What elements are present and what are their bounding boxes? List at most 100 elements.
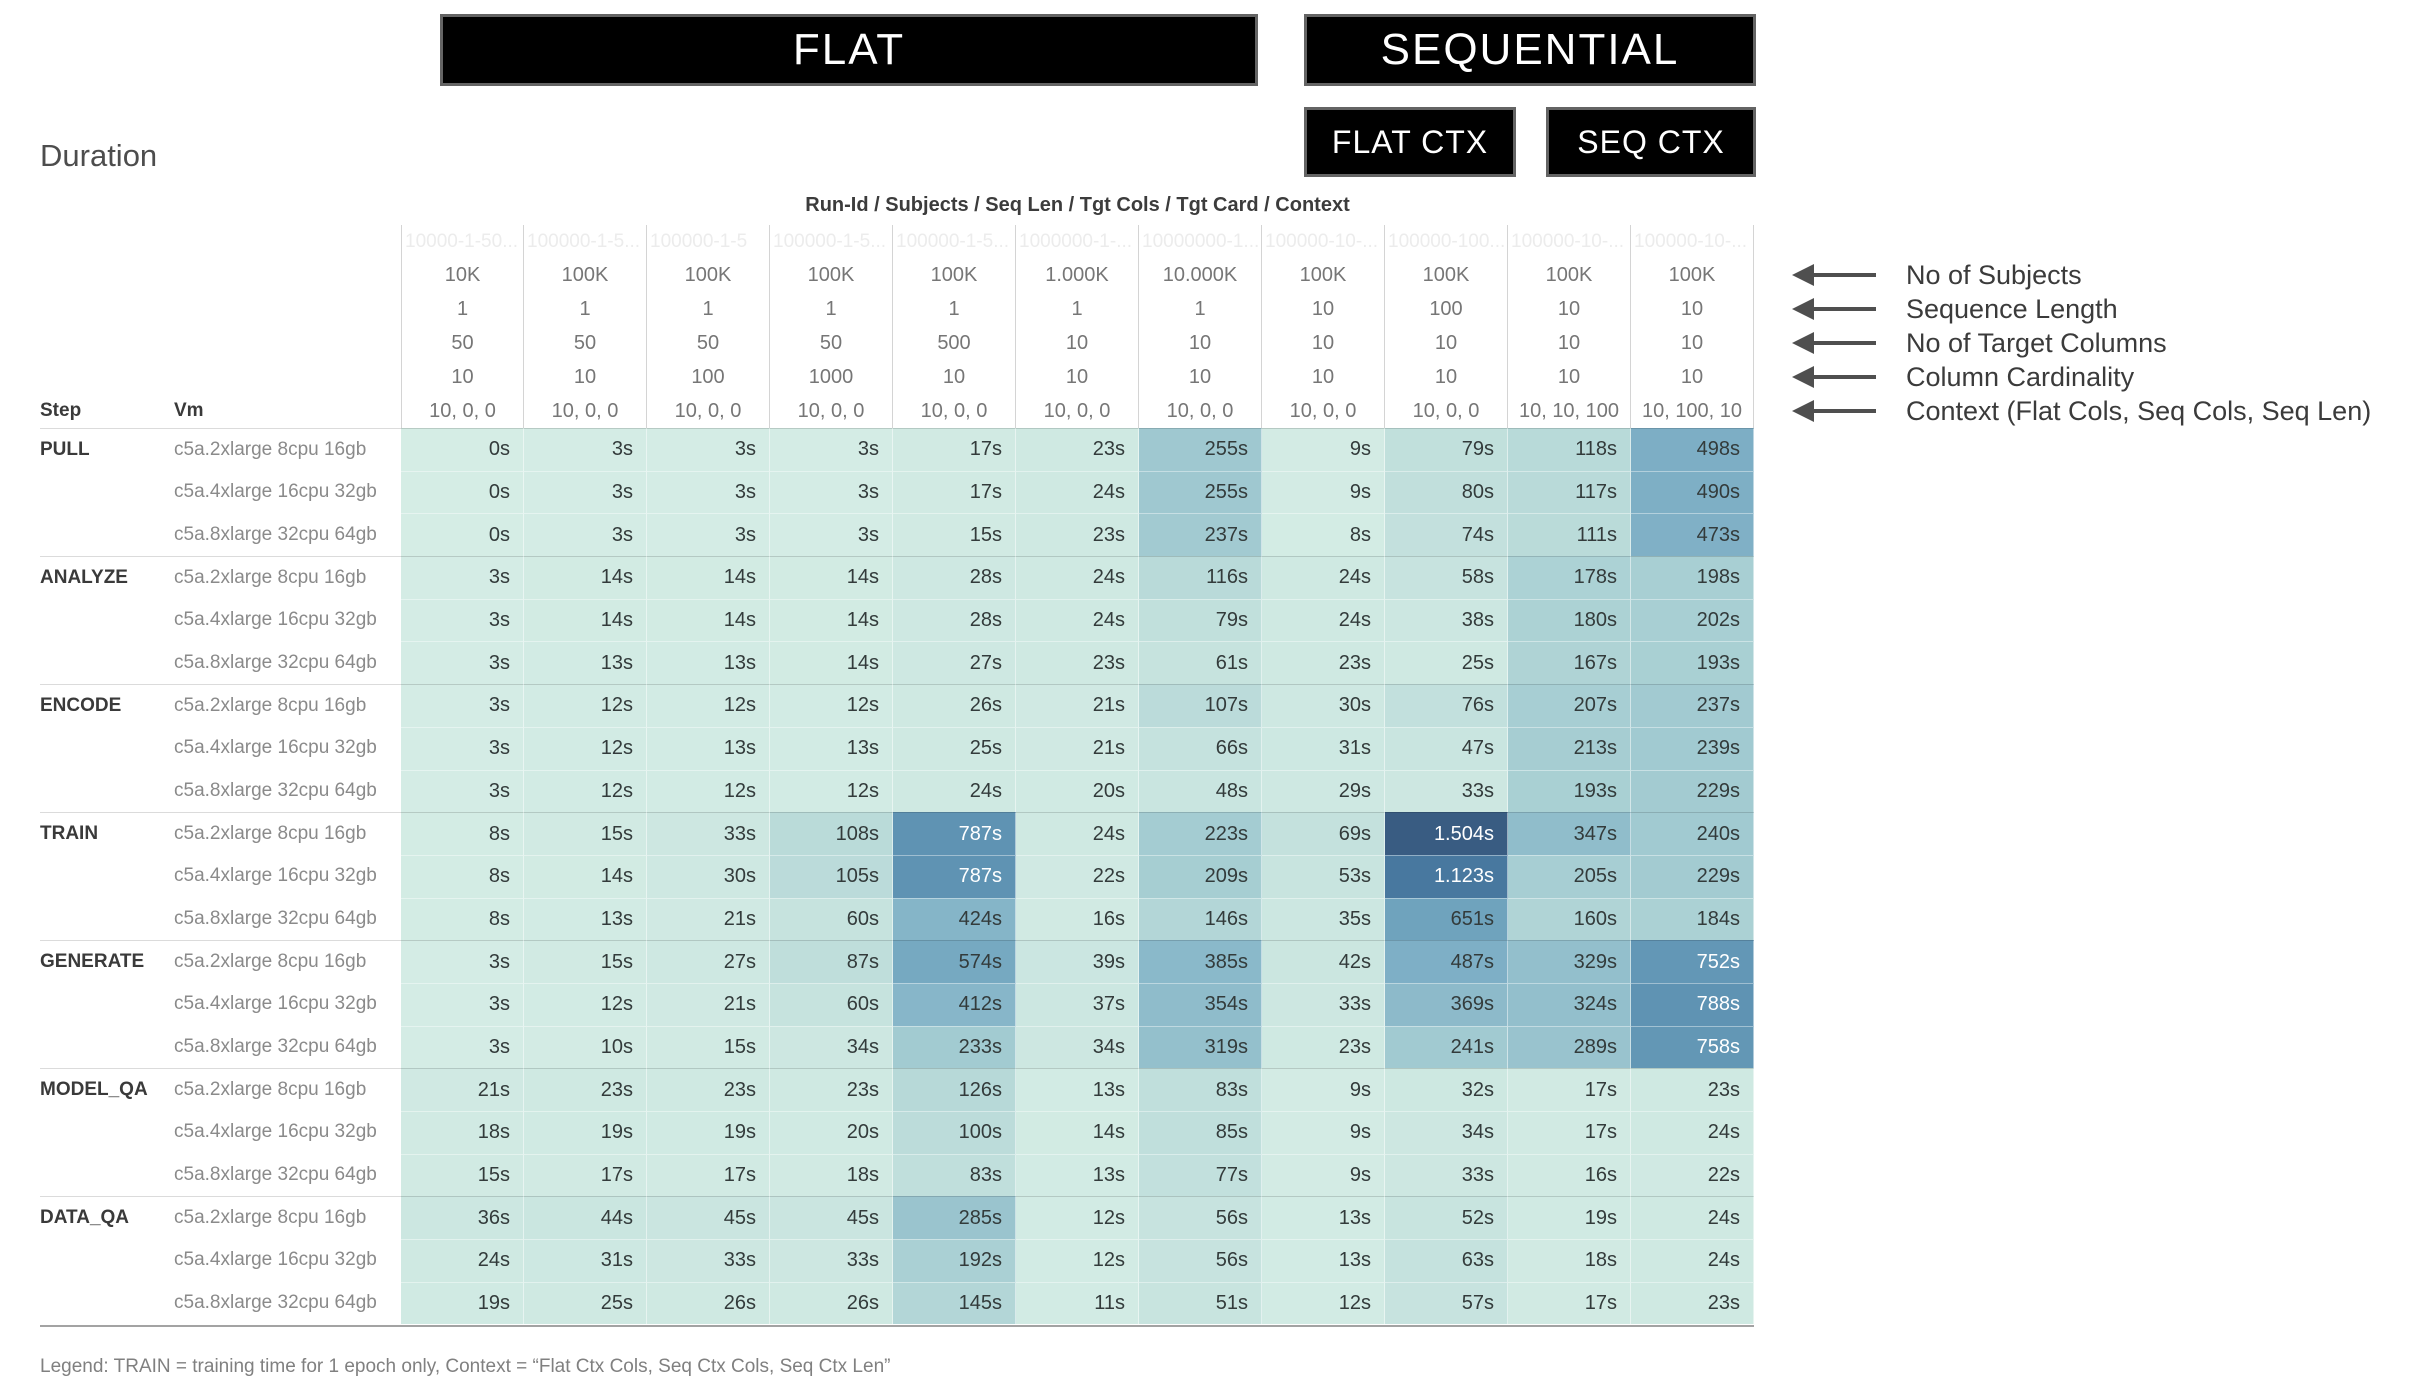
seq-ctx-button[interactable]: SEQ CTX — [1546, 107, 1756, 177]
heat-cell[interactable]: 11s — [1016, 1281, 1139, 1325]
heat-cell[interactable]: 3s — [770, 428, 893, 471]
heat-cell[interactable]: 19s — [401, 1281, 524, 1325]
heat-cell[interactable]: 240s — [1631, 812, 1754, 855]
heat-cell[interactable]: 3s — [524, 428, 647, 471]
heat-cell[interactable]: 3s — [401, 556, 524, 599]
heat-cell[interactable]: 15s — [647, 1025, 770, 1069]
heat-cell[interactable]: 9s — [1262, 470, 1385, 514]
heat-cell[interactable]: 83s — [1139, 1068, 1262, 1111]
heat-cell[interactable]: 42s — [1262, 940, 1385, 983]
heat-cell[interactable]: 255s — [1139, 428, 1262, 471]
heat-cell[interactable]: 14s — [1016, 1111, 1139, 1154]
heat-cell[interactable]: 24s — [1016, 812, 1139, 855]
heat-cell[interactable]: 45s — [770, 1196, 893, 1240]
heat-cell[interactable]: 324s — [1508, 982, 1631, 1026]
heat-cell[interactable]: 12s — [770, 684, 893, 727]
heat-cell[interactable]: 8s — [1262, 513, 1385, 557]
heat-cell[interactable]: 10s — [524, 1025, 647, 1069]
heat-cell[interactable]: 146s — [1139, 897, 1262, 941]
heat-cell[interactable]: 77s — [1139, 1153, 1262, 1197]
heat-cell[interactable]: 79s — [1385, 428, 1508, 471]
heat-cell[interactable]: 9s — [1262, 428, 1385, 471]
heat-cell[interactable]: 3s — [401, 726, 524, 770]
heat-cell[interactable]: 3s — [770, 513, 893, 557]
heat-cell[interactable]: 1.123s — [1385, 854, 1508, 898]
heat-cell[interactable]: 23s — [1016, 513, 1139, 557]
heat-cell[interactable]: 34s — [770, 1025, 893, 1069]
heat-cell[interactable]: 788s — [1631, 982, 1754, 1026]
heat-cell[interactable]: 60s — [770, 982, 893, 1026]
heat-cell[interactable]: 25s — [1385, 641, 1508, 685]
heat-cell[interactable]: 45s — [647, 1196, 770, 1240]
heat-cell[interactable]: 23s — [1631, 1281, 1754, 1325]
heat-cell[interactable]: 14s — [647, 598, 770, 642]
heat-cell[interactable]: 14s — [770, 641, 893, 685]
heat-cell[interactable]: 192s — [893, 1239, 1016, 1282]
heat-cell[interactable]: 9s — [1262, 1111, 1385, 1154]
heat-cell[interactable]: 74s — [1385, 513, 1508, 557]
heat-cell[interactable]: 1.504s — [1385, 812, 1508, 855]
heat-cell[interactable]: 17s — [1508, 1068, 1631, 1111]
flat-section-button[interactable]: FLAT — [440, 14, 1258, 86]
heat-cell[interactable]: 20s — [1016, 769, 1139, 813]
heat-cell[interactable]: 26s — [770, 1281, 893, 1325]
heat-cell[interactable]: 14s — [770, 598, 893, 642]
heat-cell[interactable]: 487s — [1385, 940, 1508, 983]
heat-cell[interactable]: 13s — [1016, 1153, 1139, 1197]
heat-cell[interactable]: 48s — [1139, 769, 1262, 813]
heat-cell[interactable]: 12s — [524, 982, 647, 1026]
heat-cell[interactable]: 16s — [1016, 897, 1139, 941]
heat-cell[interactable]: 213s — [1508, 726, 1631, 770]
heat-cell[interactable]: 12s — [647, 769, 770, 813]
heat-cell[interactable]: 56s — [1139, 1239, 1262, 1282]
heat-cell[interactable]: 17s — [893, 470, 1016, 514]
heat-cell[interactable]: 23s — [1016, 428, 1139, 471]
heat-cell[interactable]: 51s — [1139, 1281, 1262, 1325]
heat-cell[interactable]: 24s — [401, 1239, 524, 1282]
heat-cell[interactable]: 329s — [1508, 940, 1631, 983]
heat-cell[interactable]: 3s — [401, 769, 524, 813]
heat-cell[interactable]: 8s — [401, 897, 524, 941]
heat-cell[interactable]: 237s — [1631, 684, 1754, 727]
heat-cell[interactable]: 202s — [1631, 598, 1754, 642]
flat-ctx-button[interactable]: FLAT CTX — [1304, 107, 1516, 177]
heat-cell[interactable]: 229s — [1631, 854, 1754, 898]
heat-cell[interactable]: 87s — [770, 940, 893, 983]
heat-cell[interactable]: 23s — [1262, 1025, 1385, 1069]
heat-cell[interactable]: 126s — [893, 1068, 1016, 1111]
heat-cell[interactable]: 3s — [524, 513, 647, 557]
heat-cell[interactable]: 57s — [1385, 1281, 1508, 1325]
heat-cell[interactable]: 23s — [1262, 641, 1385, 685]
heat-cell[interactable]: 19s — [1508, 1196, 1631, 1240]
heat-cell[interactable]: 0s — [401, 513, 524, 557]
heat-cell[interactable]: 752s — [1631, 940, 1754, 983]
heat-cell[interactable]: 26s — [647, 1281, 770, 1325]
heat-cell[interactable]: 160s — [1508, 897, 1631, 941]
heat-cell[interactable]: 38s — [1385, 598, 1508, 642]
heat-cell[interactable]: 31s — [1262, 726, 1385, 770]
heat-cell[interactable]: 60s — [770, 897, 893, 941]
heat-cell[interactable]: 39s — [1016, 940, 1139, 983]
heat-cell[interactable]: 24s — [1016, 598, 1139, 642]
heat-cell[interactable]: 24s — [1016, 556, 1139, 599]
heat-cell[interactable]: 79s — [1139, 598, 1262, 642]
heat-cell[interactable]: 3s — [647, 513, 770, 557]
heat-cell[interactable]: 3s — [647, 428, 770, 471]
heat-cell[interactable]: 198s — [1631, 556, 1754, 599]
heat-cell[interactable]: 100s — [893, 1111, 1016, 1154]
heat-cell[interactable]: 61s — [1139, 641, 1262, 685]
heat-cell[interactable]: 23s — [1631, 1068, 1754, 1111]
heat-cell[interactable]: 25s — [893, 726, 1016, 770]
heat-cell[interactable]: 24s — [1631, 1111, 1754, 1154]
heat-cell[interactable]: 12s — [1016, 1239, 1139, 1282]
heat-cell[interactable]: 237s — [1139, 513, 1262, 557]
heat-cell[interactable]: 66s — [1139, 726, 1262, 770]
heat-cell[interactable]: 8s — [401, 812, 524, 855]
heat-cell[interactable]: 3s — [401, 940, 524, 983]
heat-cell[interactable]: 223s — [1139, 812, 1262, 855]
heat-cell[interactable]: 3s — [401, 641, 524, 685]
heat-cell[interactable]: 85s — [1139, 1111, 1262, 1154]
heat-cell[interactable]: 255s — [1139, 470, 1262, 514]
heat-cell[interactable]: 0s — [401, 470, 524, 514]
heat-cell[interactable]: 34s — [1385, 1111, 1508, 1154]
